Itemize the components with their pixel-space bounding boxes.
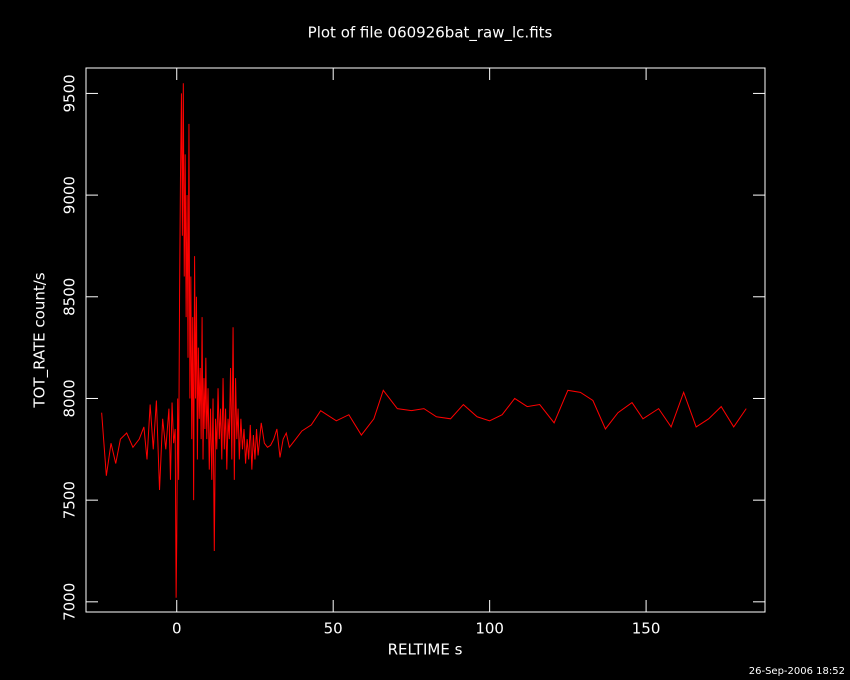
y-tick-label: 9500 xyxy=(61,74,79,112)
x-tick-label: 100 xyxy=(475,620,504,638)
x-tick-label: 50 xyxy=(324,620,343,638)
y-tick-label: 8500 xyxy=(61,278,79,316)
chart-title: Plot of file 060926bat_raw_lc.fits xyxy=(308,24,553,43)
y-tick-label: 8000 xyxy=(61,379,79,417)
y-tick-label: 7500 xyxy=(61,481,79,519)
x-tick-label: 0 xyxy=(172,620,182,638)
footer: 26-Sep-2006 18:52 xyxy=(749,666,845,677)
y-tick-label: 7000 xyxy=(61,583,79,621)
y-tick-label: 9000 xyxy=(61,176,79,214)
y-axis-label: TOT_RATE count/s xyxy=(31,272,50,408)
plot-frame xyxy=(85,67,766,613)
x-axis-label: RELTIME s xyxy=(388,641,463,659)
x-tick-label: 150 xyxy=(632,620,661,638)
data-line xyxy=(101,83,747,598)
